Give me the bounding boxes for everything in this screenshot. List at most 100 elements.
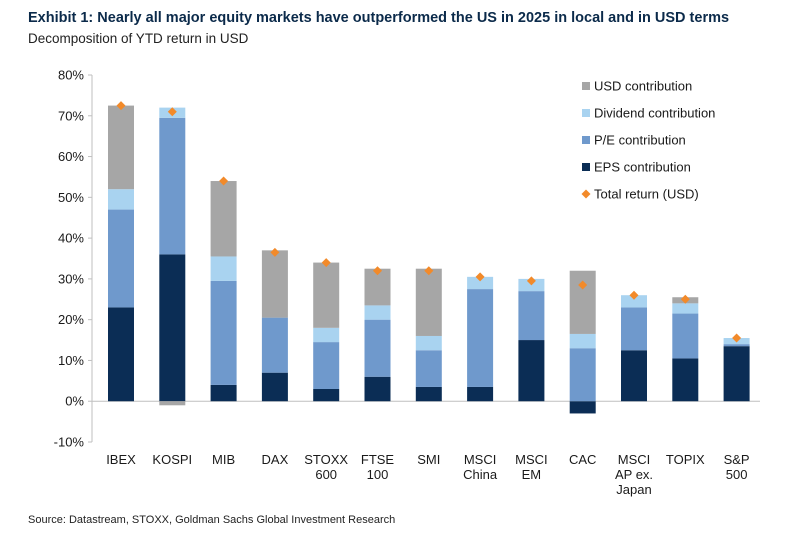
bar-segment-eps	[364, 376, 391, 402]
total-return-marker	[219, 176, 229, 186]
category-label: KOSPI	[152, 452, 192, 467]
y-tick-label: 60%	[58, 149, 84, 164]
bar-segment-usd	[261, 250, 288, 318]
bar-segment-usd	[569, 270, 596, 334]
total-return-marker	[475, 272, 485, 282]
y-tick-label: 20%	[58, 312, 84, 327]
bar-segment-dividend	[569, 333, 596, 349]
bar-segment-pe	[313, 342, 340, 389]
bar-segment-pe	[415, 350, 442, 387]
bar-segment-dividend	[108, 189, 134, 210]
bar-segment-dividend	[313, 327, 340, 343]
bar-segment-pe	[621, 307, 647, 351]
bar-segment-pe	[159, 117, 186, 255]
bar-segment-dividend	[415, 335, 442, 351]
bar-segment-dividend	[672, 303, 699, 314]
bar-segment-eps	[313, 388, 340, 402]
category-label-line: IBEX	[106, 452, 136, 467]
chart-title: Exhibit 1: Nearly all major equity marke…	[28, 10, 730, 26]
y-tick-label: 70%	[58, 108, 84, 123]
bar-segment-dividend	[621, 295, 647, 308]
bar-segment-pe	[261, 317, 288, 373]
category-label-line: TOPIX	[666, 452, 705, 467]
category-label-line: S&P	[724, 452, 750, 467]
y-tick-label: 80%	[58, 68, 84, 83]
category-label-line: DAX	[262, 452, 289, 467]
category-label: STOXX 600	[304, 452, 348, 482]
bar-segment-usd	[108, 105, 134, 190]
category-label-line: 500	[726, 467, 748, 482]
category-label-line: FTSE	[361, 452, 395, 467]
y-tick-label: 30%	[58, 271, 84, 286]
bar-segment-eps	[261, 372, 288, 402]
category-label-line: MIB	[212, 452, 235, 467]
bar-segment-eps	[210, 384, 237, 402]
total-return-marker	[732, 333, 742, 343]
bar-segment-pe	[210, 280, 237, 385]
legend-marker-pe	[582, 136, 590, 144]
bar-segment-eps	[672, 358, 699, 402]
category-label: S&P 500	[724, 452, 750, 482]
bar-segment-dividend	[364, 305, 391, 320]
category-label-line: MSCI	[515, 452, 548, 467]
bar-segment-usd	[313, 262, 340, 328]
legend-marker-total	[581, 189, 591, 199]
bar-segment-pe	[672, 313, 699, 359]
bar-segment-pe	[518, 291, 545, 341]
y-tick-label: 40%	[58, 231, 84, 246]
category-label-line: MSCI	[464, 452, 497, 467]
category-label: SMI	[417, 452, 440, 467]
chart-subtitle: Decomposition of YTD return in USD	[28, 31, 249, 46]
category-label-line: STOXX	[304, 452, 348, 467]
total-return-marker	[424, 266, 434, 276]
category-label-line: Japan	[616, 482, 651, 497]
category-label-line: SMI	[417, 452, 440, 467]
bar-segment-eps	[723, 346, 750, 402]
category-label-line: 100	[367, 467, 389, 482]
y-tick-label: 10%	[58, 353, 84, 368]
total-return-marker	[629, 290, 639, 300]
bar-segment-eps	[108, 307, 134, 402]
category-label: MSCI AP ex. Japan	[615, 452, 653, 497]
bar-segment-pe	[467, 289, 494, 387]
bar-segment-eps	[569, 401, 596, 414]
legend-marker-dividend	[582, 109, 590, 117]
bar-segment-pe	[364, 319, 391, 377]
bar-segment-usd	[159, 401, 186, 406]
total-return-marker	[167, 107, 177, 117]
legend-label-eps: EPS contribution	[594, 160, 691, 175]
total-return-marker	[116, 101, 126, 111]
category-label: TOPIX	[666, 452, 705, 467]
category-label: DAX	[262, 452, 289, 467]
legend-label-pe: P/E contribution	[594, 133, 686, 148]
category-label-line: KOSPI	[152, 452, 192, 467]
category-label: MIB	[212, 452, 235, 467]
bar-segment-pe	[723, 344, 750, 347]
y-tick-label: -10%	[54, 435, 85, 450]
total-return-marker	[526, 276, 536, 286]
bar-segment-usd	[210, 181, 237, 257]
legend-marker-usd	[582, 82, 590, 90]
bar-segment-dividend	[467, 276, 494, 290]
total-return-marker	[270, 247, 280, 257]
total-return-marker	[578, 280, 588, 290]
y-tick-label: 0%	[65, 394, 84, 409]
y-tick-label: 50%	[58, 190, 84, 205]
category-label: CAC	[569, 452, 596, 467]
bar-segment-dividend	[210, 256, 237, 281]
source-note: Source: Datastream, STOXX, Goldman Sachs…	[28, 514, 396, 526]
category-label: MSCI China	[463, 452, 498, 482]
bar-segment-pe	[569, 348, 596, 402]
category-label-line: MSCI	[618, 452, 651, 467]
category-label-line: CAC	[569, 452, 596, 467]
legend-label-total: Total return (USD)	[594, 187, 699, 202]
category-label-line: China	[463, 467, 498, 482]
category-label: FTSE 100	[361, 452, 395, 482]
bar-segment-eps	[518, 340, 545, 402]
bar-segment-eps	[621, 350, 647, 402]
bar-segment-pe	[108, 209, 134, 308]
total-return-marker	[373, 266, 382, 276]
category-label-line: EM	[522, 467, 542, 482]
bar-segment-eps	[467, 386, 494, 402]
bar-segment-eps	[415, 386, 442, 402]
